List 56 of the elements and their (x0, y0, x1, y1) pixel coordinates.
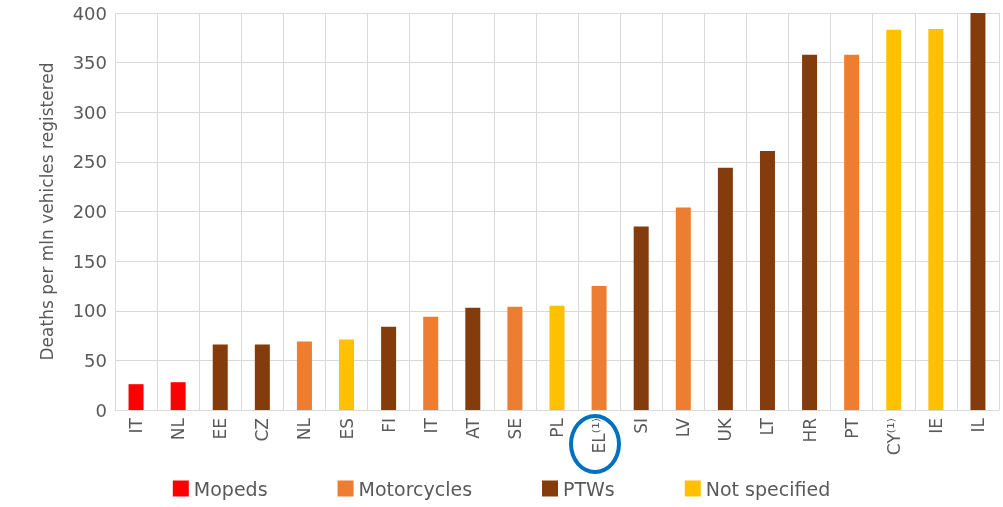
x-tick-label: EE (210, 418, 231, 440)
bar (970, 13, 986, 410)
x-tick-label: PT (841, 417, 862, 439)
bar (296, 341, 312, 410)
bar (170, 382, 186, 410)
bar (507, 306, 523, 410)
x-tick-label: LV (673, 417, 694, 438)
y-tick-label: 400 (72, 2, 107, 24)
bar (886, 29, 902, 410)
legend-label: PTWs (563, 477, 615, 500)
x-tick-label: AT (462, 417, 483, 439)
x-tick-label: SI (631, 418, 652, 434)
x-tick-label: HR (799, 417, 820, 443)
x-tick-label: CY⁽¹⁾ (883, 418, 904, 456)
x-tick-label: ES (336, 418, 357, 440)
bar (675, 207, 691, 410)
bar (717, 167, 733, 410)
legend-label: Mopeds (193, 477, 268, 500)
bar (928, 28, 944, 410)
y-tick-label: 150 (72, 250, 107, 272)
x-tick-label: FI (378, 418, 399, 433)
x-tick-label: PL (547, 417, 567, 438)
x-tick-label: EL⁽¹⁾ (589, 418, 610, 454)
x-tick-label: UK (715, 417, 736, 442)
bar (423, 316, 439, 410)
x-tick-label: NL (168, 417, 189, 441)
bar (212, 344, 228, 410)
bar (381, 326, 397, 410)
x-tick-label: IT (420, 417, 441, 434)
x-tick-label: SE (504, 418, 525, 440)
bar (802, 54, 818, 410)
bar (254, 344, 270, 410)
bar (549, 305, 565, 410)
bar (339, 339, 355, 410)
x-tick-label: IT (126, 417, 147, 434)
bar (633, 226, 649, 410)
y-axis-title: Deaths per mln vehicles registered (36, 62, 57, 361)
legend-label: Motorcycles (358, 477, 473, 500)
bar (759, 150, 775, 410)
y-tick-label: 100 (72, 300, 107, 322)
y-tick-label: 200 (72, 201, 107, 222)
x-tick-label: NL (294, 417, 315, 441)
x-tick-label: IL (967, 417, 988, 433)
legend-label: Not specified (705, 477, 831, 500)
bar (591, 285, 607, 410)
y-tick-label: 300 (72, 101, 107, 123)
y-tick-label: 0 (95, 399, 107, 421)
x-tick-label: LT (757, 417, 778, 436)
x-tick-label: IE (925, 418, 946, 434)
y-tick-label: 50 (84, 349, 107, 371)
bar (128, 384, 144, 410)
y-tick-label: 350 (72, 52, 107, 74)
y-tick-label: 250 (72, 151, 107, 173)
bar (465, 307, 481, 410)
x-tick-label: CZ (252, 418, 273, 442)
bar (844, 54, 860, 410)
